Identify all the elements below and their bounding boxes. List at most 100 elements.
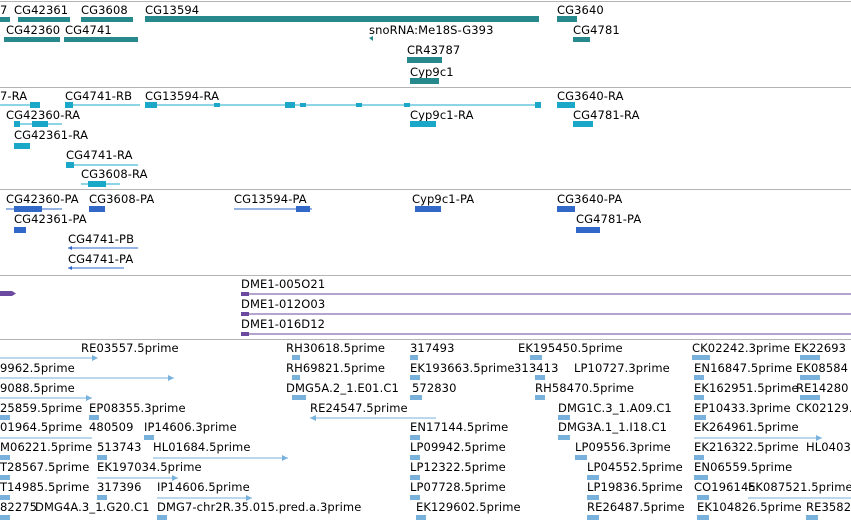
est-label[interactable]: HL04036 <box>806 440 851 454</box>
est-block[interactable] <box>558 415 570 420</box>
est-block[interactable] <box>694 455 704 460</box>
exon[interactable] <box>32 121 48 127</box>
est-label[interactable]: LP12322.5prime <box>410 460 506 474</box>
est-label[interactable]: EK197034.5prime <box>97 460 202 474</box>
est-label[interactable]: IP14606.5prime <box>157 480 250 494</box>
est-block[interactable] <box>692 355 710 360</box>
exon[interactable] <box>410 121 436 127</box>
est-label[interactable]: EK087521.5prime <box>748 480 851 494</box>
est-block[interactable] <box>535 375 545 380</box>
exon[interactable] <box>14 143 30 149</box>
est-label[interactable]: DMG5A.2_1.E01.C1 <box>286 381 399 395</box>
protein-label[interactable]: CG13594-PA <box>234 192 307 206</box>
est-label[interactable]: EK08584 <box>796 361 849 375</box>
est-label[interactable]: EK193663.5prime <box>410 361 515 375</box>
est-label[interactable]: EN06559.5prime <box>694 460 793 474</box>
est-label[interactable]: 317493 <box>410 341 455 355</box>
transcript-label[interactable]: CG42360-RA <box>6 108 81 122</box>
est-label[interactable]: EK264961.5prime <box>694 420 799 434</box>
est-label[interactable]: EP10433.3prime <box>694 401 791 415</box>
est-block[interactable] <box>89 415 99 420</box>
exon[interactable] <box>300 103 306 107</box>
est-label[interactable]: EK104826.5prime <box>697 500 802 514</box>
est-label[interactable]: RH69821.5prime <box>286 361 386 375</box>
est-label[interactable]: EK216322.5prime <box>694 440 799 454</box>
est-label[interactable]: 480509 <box>89 420 134 434</box>
est-block[interactable] <box>292 395 306 400</box>
transcript-label[interactable]: CG4741-RB <box>65 89 133 103</box>
gene-label[interactable]: CG3608 <box>81 3 128 17</box>
est-block[interactable] <box>0 515 10 520</box>
bac-label[interactable]: DME1-012O03 <box>241 297 326 311</box>
gene-glyph[interactable] <box>557 16 577 22</box>
est-block[interactable] <box>410 375 420 380</box>
est-label[interactable]: DMG3A.1_1.I18.C1 <box>558 420 667 434</box>
est-block[interactable] <box>410 455 420 460</box>
est-block[interactable] <box>157 515 167 520</box>
bac-label[interactable]: DME1-016D12 <box>241 317 326 331</box>
gene-label[interactable]: snoRNA:Me18S-G393 <box>369 23 494 37</box>
est-label[interactable]: T28567.5prime <box>0 460 90 474</box>
gene-label[interactable]: CG3640 <box>557 3 604 17</box>
est-block[interactable] <box>806 515 818 520</box>
est-block[interactable] <box>97 495 107 500</box>
exon[interactable] <box>14 121 20 127</box>
est-block[interactable] <box>694 415 706 420</box>
est-block[interactable] <box>697 515 709 520</box>
est-label[interactable]: LP19836.5prime <box>587 480 683 494</box>
est-block[interactable] <box>410 355 418 360</box>
transcript-label[interactable]: Cyp9c1-RA <box>410 108 474 122</box>
exon[interactable] <box>214 103 220 107</box>
est-block[interactable] <box>97 455 107 460</box>
est-label[interactable]: 572830 <box>412 381 457 395</box>
transcript-label[interactable]: CG3640-RA <box>557 89 624 103</box>
est-label[interactable]: 01964.5prime <box>0 420 83 434</box>
exon[interactable] <box>285 102 295 108</box>
est-block[interactable] <box>144 435 154 440</box>
est-block[interactable] <box>694 395 704 400</box>
exon[interactable] <box>535 102 541 108</box>
gene-label[interactable]: CG42360 <box>6 23 61 37</box>
exon[interactable] <box>356 103 362 107</box>
est-label[interactable]: EK129602.5prime <box>416 500 521 514</box>
gene-glyph[interactable] <box>81 17 133 22</box>
est-label[interactable]: CO196145 <box>694 480 756 494</box>
transcript-label[interactable]: 7-RA <box>0 89 28 103</box>
est-label[interactable]: RE3582 <box>806 500 851 514</box>
protein-label[interactable]: CG4781-PA <box>576 212 642 226</box>
est-block[interactable] <box>0 475 10 480</box>
est-label[interactable]: EN17144.5prime <box>410 420 509 434</box>
exon[interactable] <box>66 162 74 168</box>
est-label[interactable]: LP09942.5prime <box>410 440 506 454</box>
est-label[interactable]: EK195450.5prime <box>518 341 623 355</box>
est-block[interactable] <box>0 495 10 500</box>
est-block[interactable] <box>410 395 422 400</box>
est-label[interactable]: DMG1C.3_1.A09.C1 <box>558 401 672 415</box>
gene-glyph[interactable] <box>18 17 70 22</box>
est-block[interactable] <box>292 355 300 360</box>
est-block[interactable] <box>800 375 820 380</box>
est-block[interactable] <box>530 355 542 360</box>
gene-label[interactable]: CG13594 <box>145 3 200 17</box>
est-label[interactable]: EP08355.3prime <box>89 401 186 415</box>
est-label[interactable]: LP10727.3prime <box>574 361 670 375</box>
transcript-label[interactable]: CG4781-RA <box>573 108 640 122</box>
gene-glyph[interactable] <box>4 37 60 42</box>
gene-glyph[interactable] <box>0 17 10 22</box>
est-label[interactable]: RH30618.5prime <box>286 341 386 355</box>
est-block[interactable] <box>292 375 300 380</box>
exon[interactable] <box>404 103 410 107</box>
gene-glyph[interactable] <box>145 16 539 22</box>
est-label[interactable]: RE03557.5prime <box>81 341 179 355</box>
exon[interactable] <box>296 206 310 212</box>
est-label[interactable]: RE24547.5prime <box>310 401 408 415</box>
gene-label[interactable]: Cyp9c1 <box>410 65 454 79</box>
gene-glyph[interactable] <box>573 37 590 42</box>
transcript-label[interactable]: CG13594-RA <box>145 89 220 103</box>
exon[interactable] <box>65 102 73 108</box>
gene-label[interactable]: CG4781 <box>573 23 620 37</box>
exon[interactable] <box>14 206 42 212</box>
est-block[interactable] <box>694 375 704 380</box>
est-label[interactable]: M06221.5prime <box>0 440 93 454</box>
est-label[interactable]: EK22693 <box>794 341 847 355</box>
